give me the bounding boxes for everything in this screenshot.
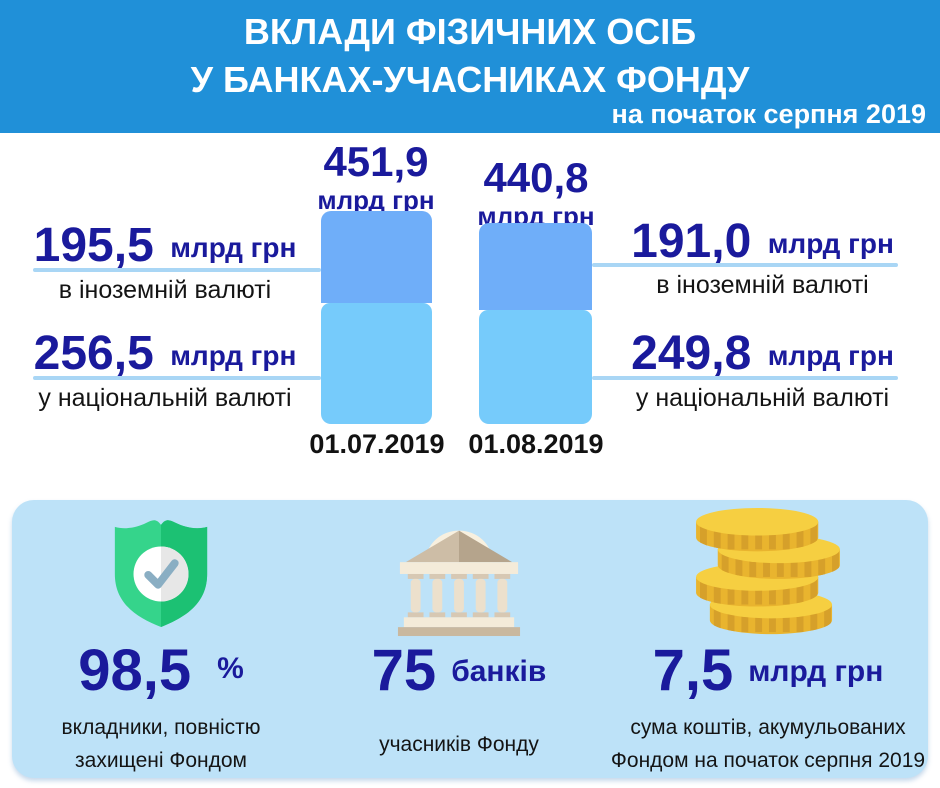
stat-unit: банків	[451, 655, 547, 689]
stat-value-row: 75 банків	[372, 642, 547, 700]
bar-segment-national	[321, 303, 432, 424]
date-label-2: 01.08.2019	[468, 429, 604, 459]
right-foreign-caption: в іноземній валюті	[656, 271, 869, 299]
stat-value-row: 98,5 %	[78, 642, 244, 700]
bar1-total-label: 451,9 млрд грн	[296, 138, 456, 216]
page-title-line1: ВКЛАДИ ФІЗИЧНИХ ОСІБ	[243, 11, 697, 52]
left-foreign-unit: млрд грн	[170, 232, 297, 263]
left-national-caption: у національній валюті	[38, 384, 292, 412]
bank-building-icon	[390, 506, 528, 640]
stat-unit: млрд грн	[748, 655, 884, 689]
right-national-connector-line	[592, 376, 898, 380]
right-national-caption: у національній валюті	[635, 384, 890, 412]
bar2-total-label: 440,8 млрд грн	[456, 154, 616, 230]
stat-value-row: 7,5 млрд грн	[653, 642, 884, 700]
page-title-line2: У БАНКАХ-УЧАСНИКАХ ФОНДУ	[190, 59, 750, 100]
left-national-unit: млрд грн	[170, 340, 297, 371]
left-foreign-connector-line	[33, 268, 321, 272]
left-foreign-caption: в іноземній валюті	[58, 276, 272, 304]
bar-segment-foreign	[479, 223, 592, 310]
stat-caption: учасників Фонду	[379, 732, 539, 756]
right-foreign-value: 191,0	[631, 215, 752, 268]
left-foreign-value-row: 195,5 млрд грн	[20, 222, 310, 270]
stat-value: 75	[371, 638, 437, 704]
bar2-total-value: 440,8	[483, 154, 589, 201]
coins-stack-icon	[693, 506, 843, 640]
bar-segment-national	[479, 310, 592, 424]
stat-caption: сума коштів, акумульованих Фондом на поч…	[610, 716, 926, 772]
right-national-unit: млрд грн	[767, 340, 894, 371]
stat-card-protected-depositors: 98,5 % вкладники, повністю захищені Фонд…	[12, 500, 310, 778]
shield-check-icon	[107, 506, 215, 640]
right-foreign-value-row: 191,0 млрд грн	[615, 218, 910, 266]
left-foreign-value: 195,5	[33, 219, 154, 272]
stat-card-fund-money: 7,5 млрд грн сума коштів, акумульованих …	[608, 500, 928, 778]
header-subtitle: на початок серпня 2019	[611, 99, 926, 129]
bar1-total-value: 451,9	[323, 138, 429, 185]
right-foreign-unit: млрд грн	[767, 228, 894, 259]
bar-segment-foreign	[321, 211, 432, 303]
bar-01-08-2019	[479, 223, 592, 424]
stat-unit: %	[217, 652, 244, 686]
bar-01-07-2019	[321, 211, 432, 424]
stat-card-member-banks: 75 банків учасників Фонду	[310, 500, 608, 778]
stat-caption: вкладники, повністю захищені Фондом	[61, 716, 261, 772]
left-national-value: 256,5	[33, 327, 154, 380]
right-national-value: 249,8	[631, 327, 752, 380]
right-foreign-connector-line	[592, 263, 898, 267]
stat-value: 98,5	[78, 638, 192, 704]
left-national-connector-line	[33, 376, 321, 380]
stat-value: 7,5	[652, 638, 734, 704]
left-national-value-row: 256,5 млрд грн	[20, 330, 310, 378]
right-national-value-row: 249,8 млрд грн	[615, 330, 910, 378]
bar1-total-unit: млрд грн	[317, 185, 435, 216]
header: ВКЛАДИ ФІЗИЧНИХ ОСІБ У БАНКАХ-УЧАСНИКАХ …	[0, 0, 940, 133]
date-label-1: 01.07.2019	[309, 429, 445, 459]
stats-panel: 98,5 % вкладники, повністю захищені Фонд…	[12, 500, 928, 778]
